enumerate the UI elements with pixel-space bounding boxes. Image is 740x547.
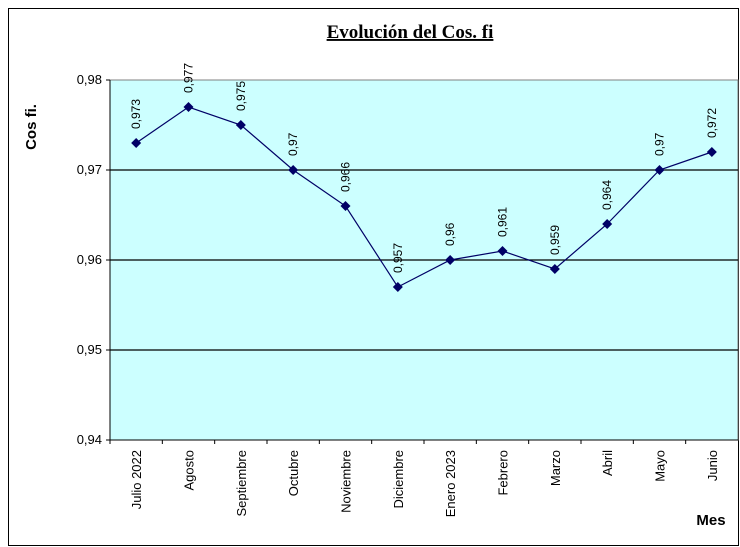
data-point (445, 255, 456, 265)
data-label: 0,959 (548, 225, 562, 255)
data-point (392, 282, 403, 292)
data-label: 0,96 (443, 222, 457, 246)
x-tick-label: Marzo (548, 450, 563, 486)
data-label: 0,977 (182, 63, 196, 93)
data-point (340, 201, 351, 211)
data-point (549, 264, 560, 274)
data-point (497, 246, 508, 256)
x-axis-label: Mes (696, 512, 725, 529)
x-tick-label: Septiembre (234, 450, 249, 516)
data-point (654, 165, 665, 175)
x-tick-label: Febrero (496, 450, 511, 496)
y-axis-label: Cos fi. (23, 104, 40, 150)
x-tick-label: Enero 2023 (443, 450, 458, 517)
y-tick-label: 0,95 (77, 342, 102, 357)
x-tick-label: Octubre (286, 450, 301, 496)
y-tick-label: 0,94 (77, 432, 102, 447)
data-label: 0,975 (234, 81, 248, 111)
data-label: 0,973 (129, 99, 143, 129)
data-point (131, 138, 142, 148)
data-label: 0,97 (653, 132, 667, 156)
data-label: 0,957 (391, 243, 405, 273)
data-point (183, 102, 194, 112)
x-tick-label: Junio (705, 450, 720, 481)
x-tick-label: Mayo (653, 450, 668, 482)
y-tick-label: 0,97 (77, 162, 102, 177)
x-tick-label: Julio 2022 (129, 450, 144, 509)
chart-title: Evolución del Cos. fi (327, 22, 494, 43)
x-tick-label: Noviembre (339, 450, 354, 513)
data-point (235, 120, 246, 130)
data-label: 0,964 (600, 180, 614, 210)
x-tick-label: Agosto (182, 450, 197, 490)
data-label: 0,961 (496, 207, 510, 237)
x-tick-label: Abril (600, 450, 615, 476)
data-point (288, 165, 299, 175)
data-label: 0,972 (705, 108, 719, 138)
data-point (602, 219, 613, 229)
y-tick-label: 0,96 (77, 252, 102, 267)
x-tick-label: Diciembre (391, 450, 406, 509)
data-point (706, 147, 717, 157)
data-label: 0,966 (339, 162, 353, 192)
series-line (135, 106, 713, 288)
y-tick-label: 0,98 (77, 72, 102, 87)
data-label: 0,97 (286, 132, 300, 156)
